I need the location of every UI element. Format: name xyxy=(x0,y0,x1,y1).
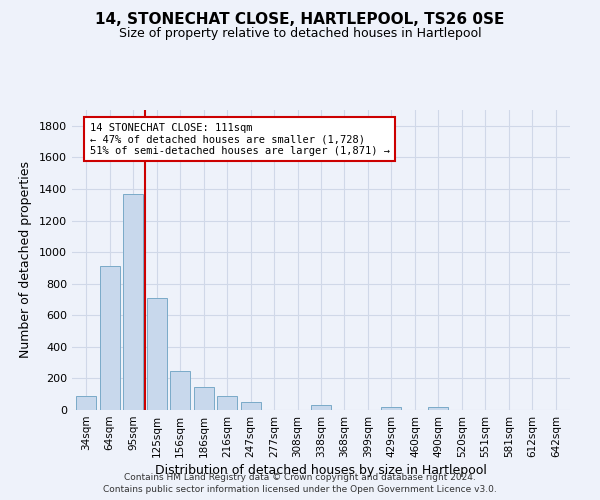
Bar xyxy=(428,407,448,410)
Y-axis label: Number of detached properties: Number of detached properties xyxy=(19,162,32,358)
Text: Contains public sector information licensed under the Open Government Licence v3: Contains public sector information licen… xyxy=(103,485,497,494)
Text: 14, STONECHAT CLOSE, HARTLEPOOL, TS26 0SE: 14, STONECHAT CLOSE, HARTLEPOOL, TS26 0S… xyxy=(95,12,505,28)
Bar xyxy=(146,298,167,410)
Bar xyxy=(382,407,401,410)
Bar xyxy=(311,406,331,410)
Bar xyxy=(123,194,143,410)
X-axis label: Distribution of detached houses by size in Hartlepool: Distribution of detached houses by size … xyxy=(155,464,487,477)
Text: Size of property relative to detached houses in Hartlepool: Size of property relative to detached ho… xyxy=(119,28,481,40)
Bar xyxy=(76,396,96,410)
Text: Contains HM Land Registry data © Crown copyright and database right 2024.: Contains HM Land Registry data © Crown c… xyxy=(124,472,476,482)
Bar xyxy=(217,396,237,410)
Bar xyxy=(241,402,260,410)
Bar xyxy=(170,370,190,410)
Bar xyxy=(100,266,119,410)
Text: 14 STONECHAT CLOSE: 111sqm
← 47% of detached houses are smaller (1,728)
51% of s: 14 STONECHAT CLOSE: 111sqm ← 47% of deta… xyxy=(89,122,389,156)
Bar xyxy=(194,387,214,410)
